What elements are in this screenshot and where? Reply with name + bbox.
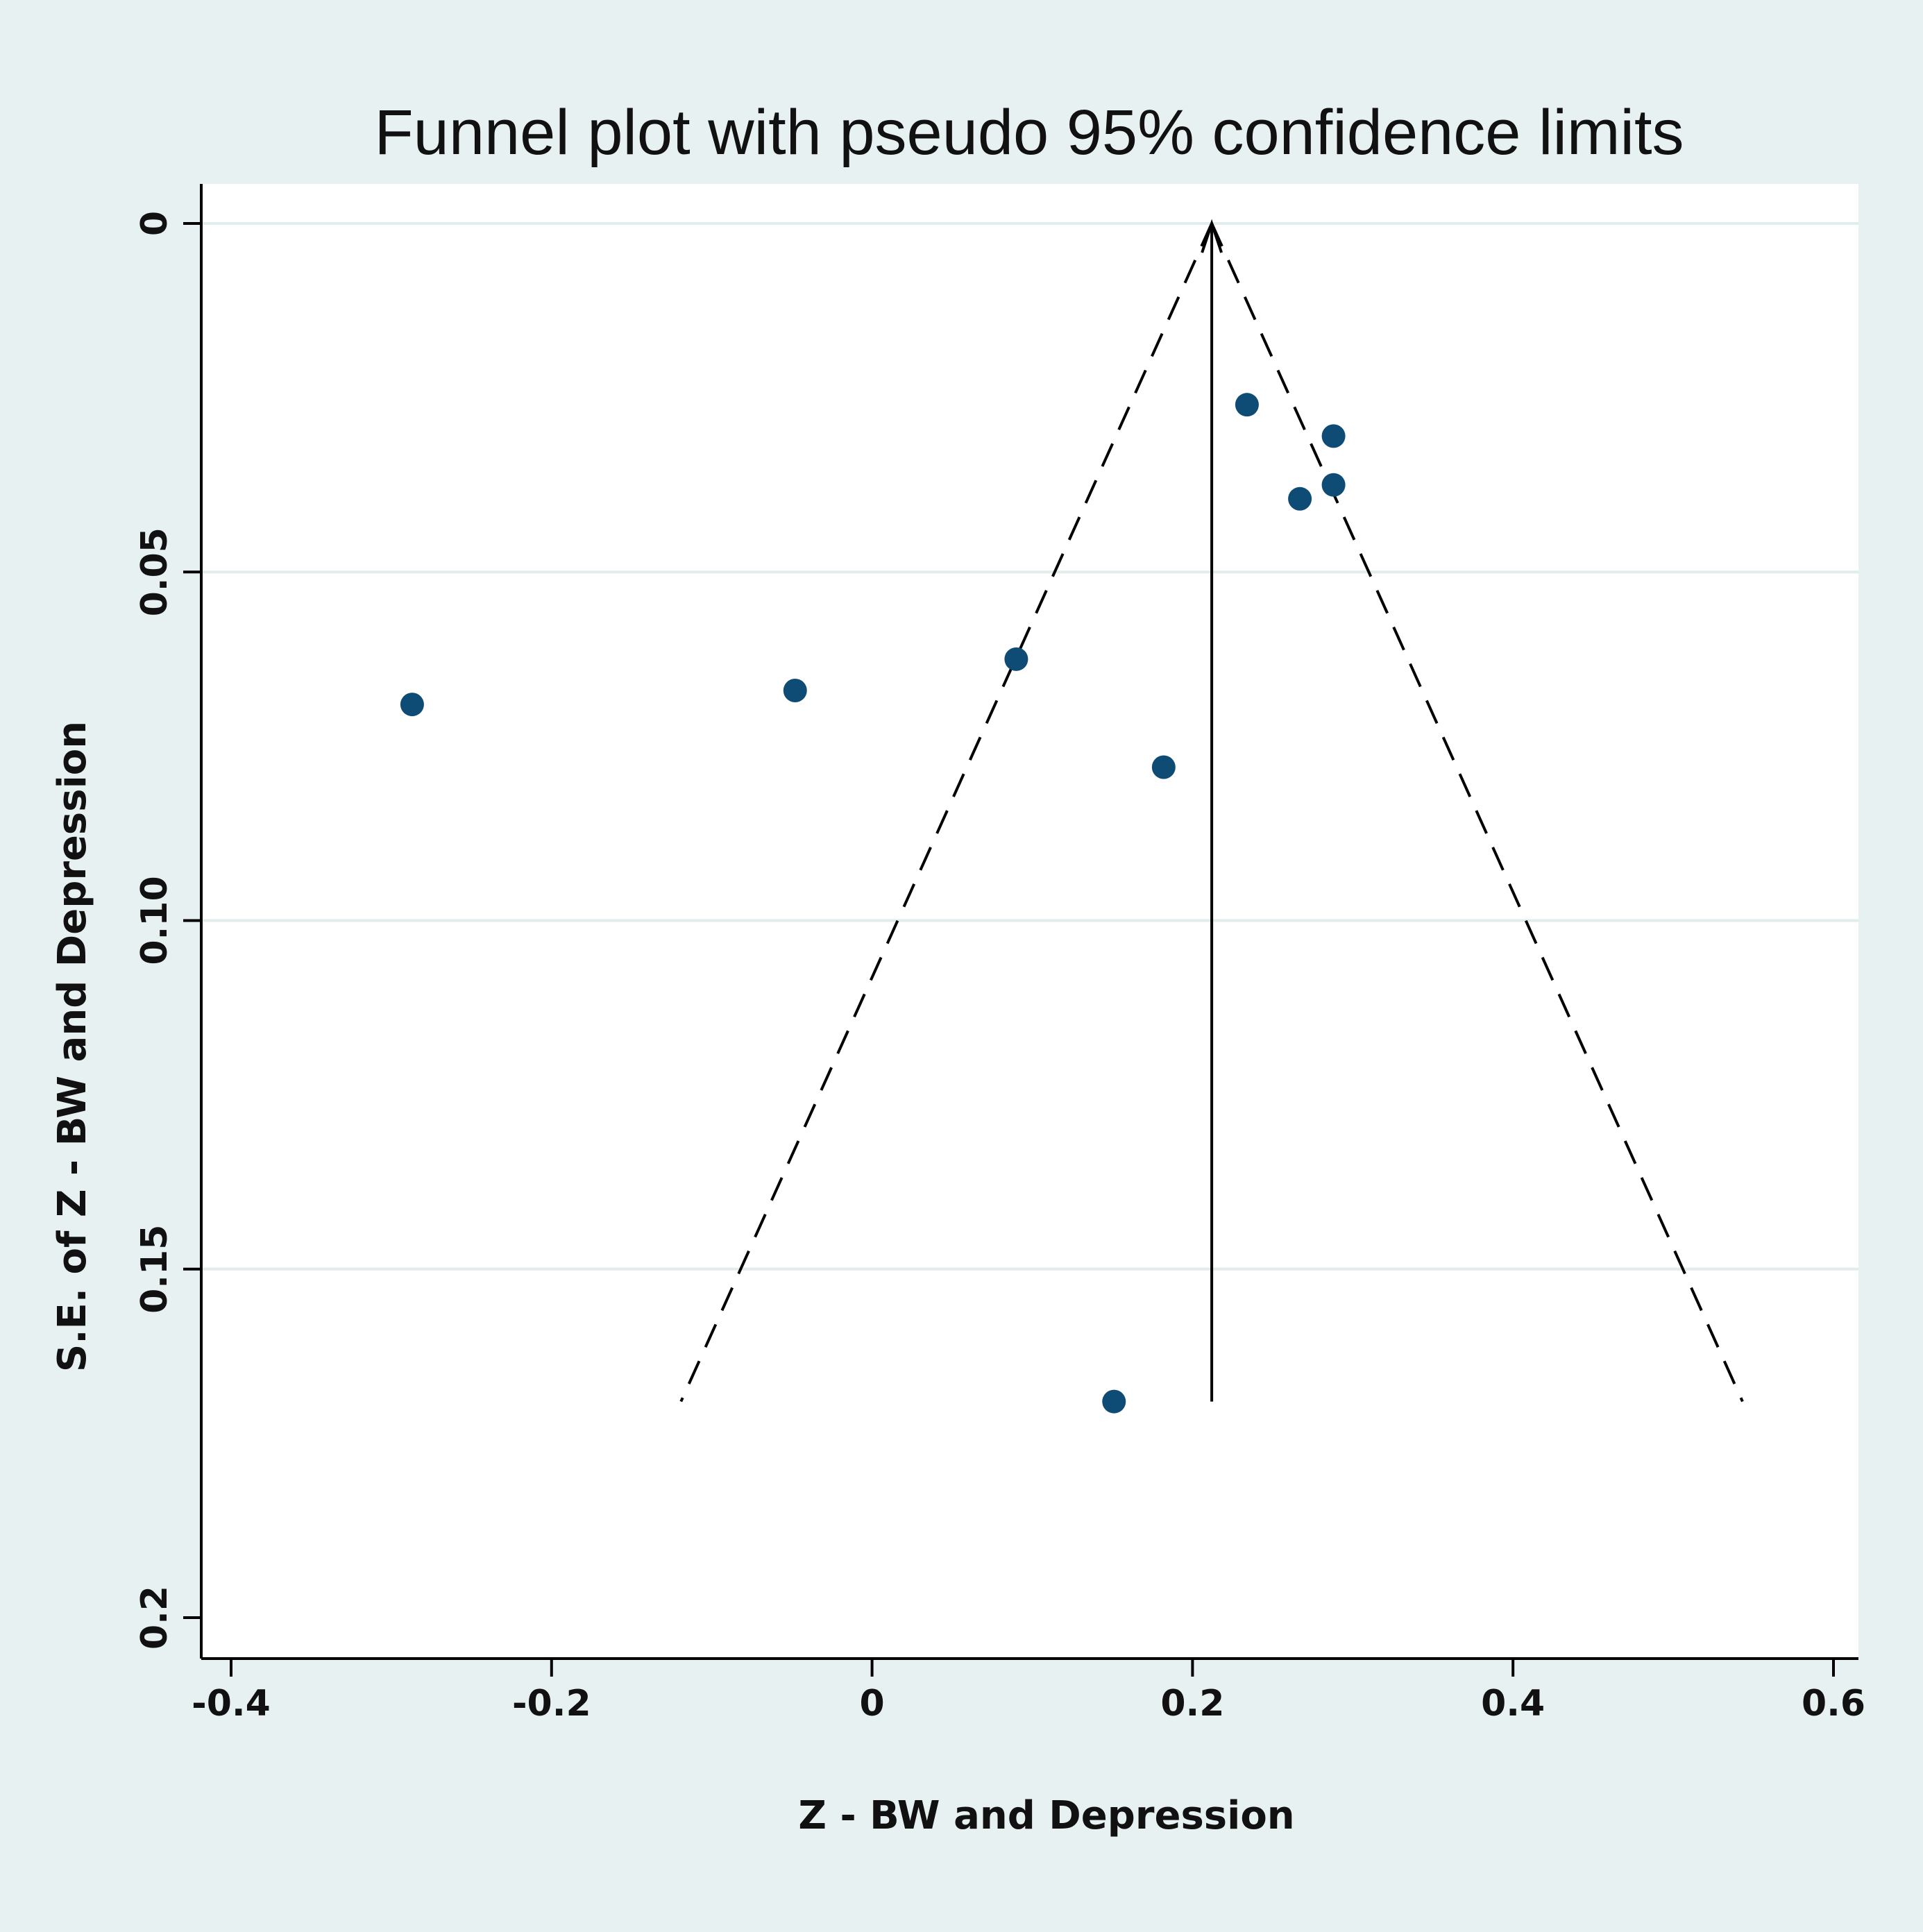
x-tick-label: 0.2 <box>1160 1683 1224 1725</box>
data-point <box>1151 755 1176 779</box>
data-point <box>783 679 807 703</box>
data-point <box>400 693 424 717</box>
data-point <box>1102 1389 1126 1414</box>
axes: -0.4 -0.2 0 0.2 0.4 0.6 0 0.05 0.10 0.15 0.2 <box>134 184 1865 1725</box>
lower-confidence-limit <box>679 223 1213 1403</box>
chart-title: Funnel plot with pseudo 95% confidence l… <box>374 97 1684 168</box>
y-tick-label: 0.10 <box>134 876 176 965</box>
data-point <box>1288 486 1312 511</box>
x-tick-label: -0.2 <box>512 1683 591 1725</box>
gridlines <box>201 222 1858 1271</box>
data-point <box>1004 647 1028 671</box>
y-tick-label: 0.05 <box>134 527 176 616</box>
y-tick-label: 0.15 <box>134 1225 176 1314</box>
funnel-lines <box>679 219 1744 1403</box>
data-point <box>1235 393 1259 417</box>
x-tick-label: 0 <box>860 1683 885 1725</box>
upper-confidence-limit <box>1210 223 1744 1403</box>
x-tick-label: 0.4 <box>1481 1683 1545 1725</box>
data-point <box>1321 424 1346 448</box>
x-tick-label: 0.6 <box>1802 1683 1865 1725</box>
x-tick-label: -0.4 <box>192 1683 271 1725</box>
y-tick-label: 0 <box>134 211 176 236</box>
y-axis-title: S.E. of Z - BW and Depression <box>50 721 95 1372</box>
x-axis-title: Z - BW and Depression <box>798 1793 1294 1838</box>
y-tick-label: 0.2 <box>134 1586 176 1650</box>
data-points <box>400 393 1346 1414</box>
data-point <box>1321 473 1346 497</box>
